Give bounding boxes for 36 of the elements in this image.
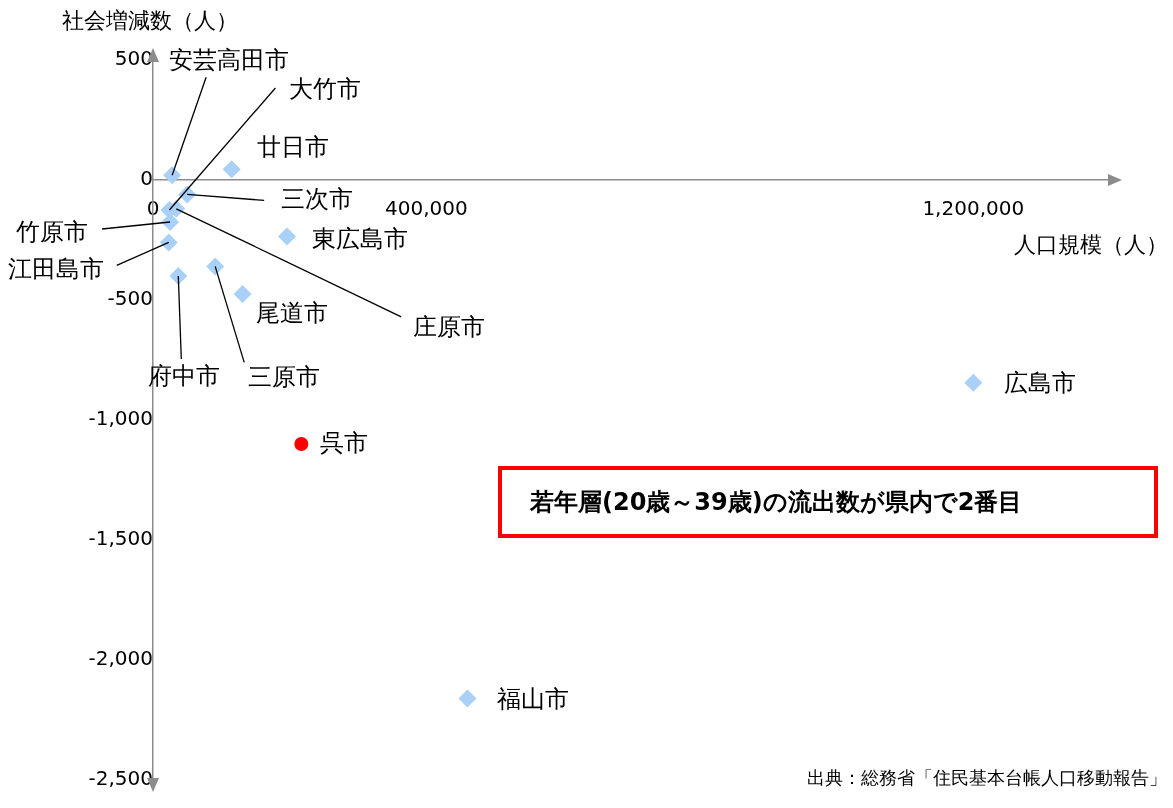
- text: 大竹市: [289, 75, 362, 104]
- y-axis-title: 社会増減数（人）: [62, 7, 238, 33]
- y-tick-label: -2,000: [88, 646, 153, 671]
- point: [964, 373, 983, 392]
- y-tick-label: 0: [140, 166, 153, 191]
- point: [163, 166, 182, 185]
- text: 庄原市: [413, 313, 486, 342]
- series-label: 呉市: [320, 429, 369, 458]
- text: 竹原市: [16, 218, 89, 247]
- y-tick-label: -1,000: [88, 406, 153, 431]
- series-label: 福山市: [497, 684, 570, 713]
- y-tick-label: -2,500: [88, 766, 153, 791]
- y-tick-label: -1,500: [88, 526, 153, 551]
- text: 府中市: [148, 362, 221, 391]
- series-label: 東広島市: [311, 224, 408, 253]
- y-tick-label: -500: [107, 286, 153, 311]
- series-label: 広島市: [1004, 369, 1077, 398]
- point: [206, 257, 225, 276]
- point: [159, 233, 178, 252]
- point: [233, 285, 252, 303]
- text: 三次市: [281, 184, 354, 213]
- text: 安芸高田市: [169, 46, 290, 75]
- point: [169, 267, 188, 285]
- point: [294, 437, 309, 451]
- series-label: 廿日市: [256, 133, 329, 162]
- x-axis-title: 人口規模（人）: [1014, 231, 1168, 257]
- text: 三原市: [248, 362, 321, 391]
- point: [458, 689, 477, 708]
- text: 江田島市: [7, 254, 104, 283]
- x-tick-label: 400,000: [385, 196, 468, 221]
- series-label: 尾道市: [255, 299, 328, 328]
- annotation: 若年層(20歳～39歳)の流出数が県内で2番目: [498, 466, 1158, 538]
- annotation: 出典：総務省「住民基本台帳人口移動報告」: [807, 766, 1167, 790]
- point: [277, 227, 296, 246]
- x-tick-label: 1,200,000: [922, 196, 1025, 221]
- point: [222, 160, 241, 179]
